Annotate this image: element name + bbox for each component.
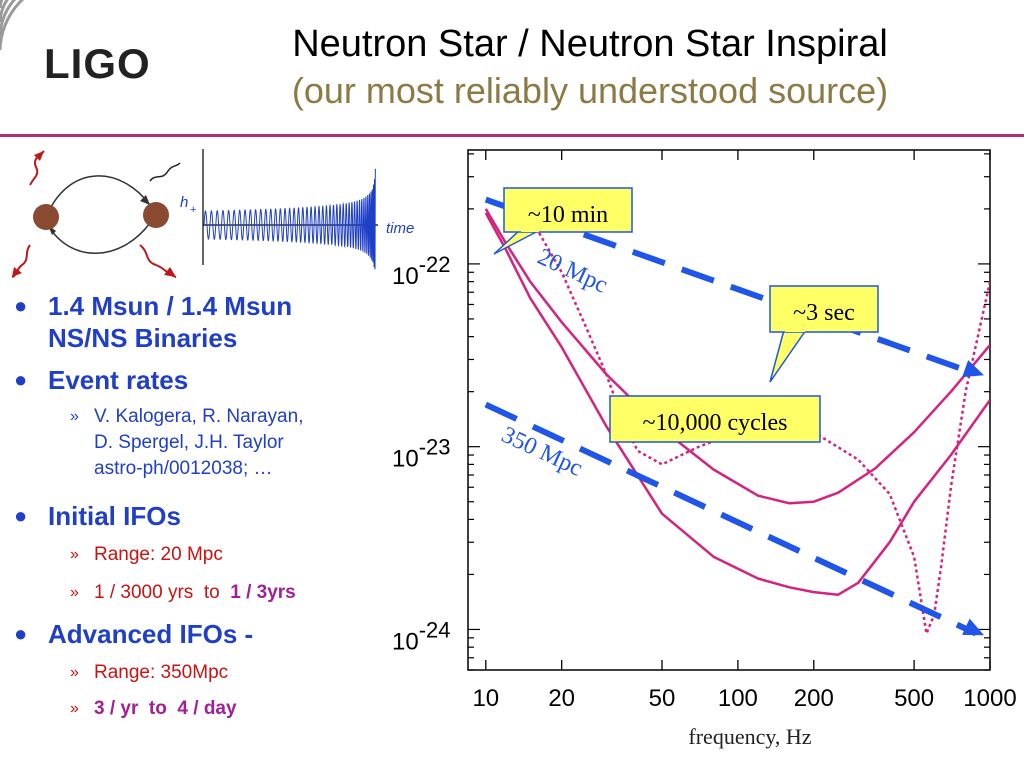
callout-3-sec-text: ~3 sec bbox=[793, 300, 855, 326]
gw-arrow-icon bbox=[164, 267, 176, 277]
bullet-dot-icon: ● bbox=[14, 367, 28, 392]
sub-bullet-advanced-range: » Range: 350Mpc bbox=[10, 660, 380, 686]
sub-bullet-chevron-icon: » bbox=[70, 664, 79, 681]
bullet-advanced-ifos: ● Advanced IFOs - bbox=[10, 618, 380, 650]
y-tick-label: 10-23 bbox=[392, 435, 451, 473]
reference-line: D. Spergel, J.H. Taylor bbox=[94, 432, 284, 453]
bullet-initial-ifos: ● Initial IFOs bbox=[10, 500, 380, 532]
sub-bullet-initial-rate: » 1 / 3000 yrs to 1 / 3yrs bbox=[10, 580, 380, 606]
bullet-event-rates: ● Event rates bbox=[10, 364, 380, 396]
plot-frame bbox=[467, 149, 991, 671]
reference-line: V. Kalogera, R. Narayan, bbox=[94, 406, 304, 427]
slide-title-block: Neutron Star / Neutron Star Inspiral (ou… bbox=[180, 20, 1000, 114]
gw-arrow-icon bbox=[34, 151, 44, 161]
title-divider bbox=[0, 134, 1024, 137]
bullet-list: ● 1.4 Msun / 1.4 Msun NS/NS Binaries ● E… bbox=[10, 290, 380, 722]
sub-bullet-text: 1 / 3000 yrs to bbox=[94, 582, 231, 603]
label-20-mpc: 20 Mpc bbox=[533, 244, 611, 299]
x-tick-label: 200 bbox=[794, 685, 834, 712]
sub-bullet-emphasis: 1 / 3yrs bbox=[230, 582, 296, 603]
callout-3-sec: ~3 sec bbox=[769, 285, 879, 383]
sub-bullet-chevron-icon: » bbox=[70, 700, 79, 717]
sub-bullet-chevron-icon: » bbox=[70, 584, 79, 601]
sub-bullet-text: Range: 20 Mpc bbox=[94, 544, 223, 565]
bullet-dot-icon: ● bbox=[14, 293, 28, 318]
slide-subtitle: (our most reliably understood source) bbox=[291, 70, 889, 111]
x-tick-label: 50 bbox=[649, 685, 676, 712]
waveform-x-label: time bbox=[386, 220, 414, 237]
bullet-dot-icon: ● bbox=[14, 503, 28, 528]
sub-bullet-text: Range: 350Mpc bbox=[94, 662, 229, 683]
neutron-star-icon bbox=[33, 204, 59, 230]
callout-10000-cycles-text: ~10,000 cycles bbox=[643, 410, 788, 436]
waveform-y-label: h bbox=[180, 194, 188, 211]
waveform-trace bbox=[203, 168, 376, 270]
bullet-dot-icon: ● bbox=[14, 621, 28, 646]
sub-bullet-reference: » V. Kalogera, R. Narayan, D. Spergel, J… bbox=[10, 404, 380, 482]
sub-bullet-chevron-icon: » bbox=[70, 408, 79, 425]
y-tick-label: 10-22 bbox=[392, 252, 451, 290]
bullet-text-line: NS/NS Binaries bbox=[48, 323, 238, 353]
sub-bullet-initial-range: » Range: 20 Mpc bbox=[10, 542, 380, 568]
x-tick-label: 10 bbox=[472, 685, 499, 712]
sub-bullet-chevron-icon: » bbox=[70, 546, 79, 563]
bullet-text: Advanced IFOs - bbox=[48, 619, 254, 649]
bullet-text: Event rates bbox=[48, 365, 189, 395]
bullet-text: Initial IFOs bbox=[48, 501, 181, 531]
waveform-y-subscript: + bbox=[190, 204, 196, 216]
distance-arrowhead-icon bbox=[962, 360, 984, 378]
y-tick-label: 10-24 bbox=[392, 617, 451, 655]
orbit-arrow-icon bbox=[140, 195, 150, 205]
noise-curve bbox=[484, 212, 990, 596]
distance-line bbox=[484, 196, 978, 377]
bullet-text-line: 1.4 Msun / 1.4 Msun bbox=[48, 291, 293, 321]
callout-10-min-text: ~10 min bbox=[528, 202, 608, 228]
distance-arrowhead-icon bbox=[962, 618, 984, 636]
x-tick-label: 500 bbox=[894, 685, 934, 712]
ligo-logo-arcs bbox=[0, 0, 25, 51]
binary-illustration bbox=[11, 150, 181, 278]
callout-10000-cycles: ~10,000 cycles bbox=[609, 395, 821, 443]
gw-arrow-icon bbox=[12, 267, 22, 277]
noise-curve bbox=[484, 208, 990, 505]
sub-bullet-text: 3 / yr to 4 / day bbox=[94, 698, 237, 719]
neutron-star-icon bbox=[143, 202, 169, 228]
distance-line bbox=[484, 401, 978, 637]
bullet-ns-binaries: ● 1.4 Msun / 1.4 Msun NS/NS Binaries bbox=[10, 290, 380, 354]
waveform-plot: h + time bbox=[180, 149, 414, 270]
x-tick-label: 1000 bbox=[963, 685, 1016, 712]
x-axis-label: frequency, Hz bbox=[688, 724, 811, 749]
x-tick-label: 20 bbox=[548, 685, 575, 712]
ligo-logo: LIGO bbox=[44, 40, 151, 87]
x-tick-label: 100 bbox=[718, 685, 758, 712]
callout-10-min: ~10 min bbox=[493, 187, 633, 255]
sub-bullet-advanced-rate: » 3 / yr to 4 / day bbox=[10, 696, 380, 722]
reference-line: astro-ph/0012038; … bbox=[94, 458, 273, 479]
slide-title: Neutron Star / Neutron Star Inspiral bbox=[292, 23, 888, 65]
